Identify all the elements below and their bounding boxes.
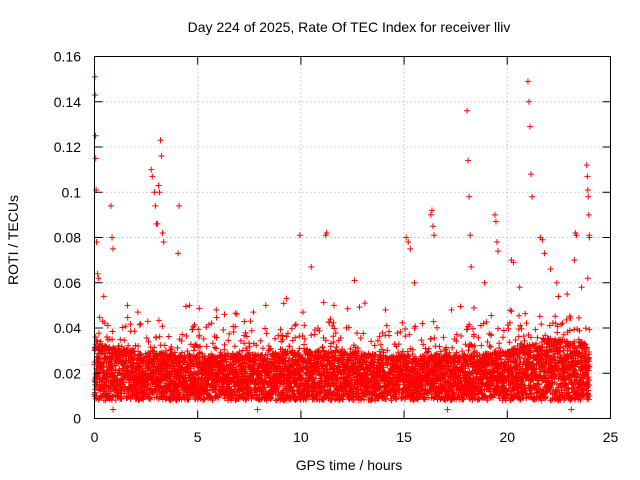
data-point	[195, 326, 202, 333]
data-point	[112, 362, 119, 369]
data-point	[147, 385, 154, 392]
data-point	[166, 375, 173, 382]
data-point	[124, 394, 131, 401]
data-point	[119, 370, 126, 377]
data-point	[144, 318, 151, 325]
data-point	[99, 346, 106, 353]
data-point	[183, 332, 190, 339]
data-point	[94, 379, 101, 386]
data-point	[167, 347, 174, 354]
data-point	[168, 345, 175, 352]
data-point	[137, 351, 144, 358]
data-point	[174, 344, 181, 351]
data-point	[130, 356, 137, 363]
data-point	[203, 324, 210, 331]
data-point	[109, 328, 116, 335]
data-point	[124, 314, 131, 321]
data-point	[155, 317, 162, 324]
data-point	[196, 332, 203, 339]
data-point	[196, 305, 203, 312]
data-point	[131, 328, 138, 335]
data-point	[95, 330, 102, 337]
data-point	[118, 395, 125, 402]
data-point	[163, 347, 170, 354]
data-point	[121, 337, 128, 344]
data-point	[135, 343, 142, 350]
data-point	[147, 396, 154, 403]
data-point	[119, 324, 126, 331]
data-point	[132, 369, 139, 376]
data-point	[159, 323, 166, 330]
data-point	[201, 396, 208, 403]
data-points	[91, 73, 593, 413]
data-point	[127, 321, 134, 328]
data-point	[151, 344, 158, 351]
data-point	[196, 394, 203, 401]
data-point	[137, 320, 144, 327]
data-point	[200, 335, 207, 342]
data-point	[122, 323, 129, 330]
data-point	[197, 343, 204, 350]
data-point	[92, 334, 99, 341]
data-point	[156, 333, 163, 340]
data-point	[95, 355, 102, 362]
data-point	[161, 342, 168, 349]
data-point	[135, 348, 142, 355]
data-point	[191, 321, 198, 328]
data-point	[179, 331, 186, 338]
data-point	[121, 383, 128, 390]
data-point	[106, 374, 113, 381]
data-point	[112, 397, 119, 404]
data-point	[203, 343, 210, 350]
data-point	[136, 321, 143, 328]
data-point	[97, 338, 104, 345]
data-point	[96, 314, 103, 321]
data-point	[178, 338, 185, 345]
data-point	[153, 334, 160, 341]
data-point	[145, 338, 152, 345]
data-point	[189, 326, 196, 333]
data-point	[117, 336, 124, 343]
data-point	[125, 342, 132, 349]
data-point	[192, 341, 199, 348]
data-point	[165, 333, 172, 340]
data-point	[182, 303, 189, 310]
data-point	[143, 335, 150, 342]
data-point	[109, 336, 116, 343]
data-point	[104, 322, 111, 329]
data-point	[144, 381, 151, 388]
data-point	[107, 354, 114, 361]
